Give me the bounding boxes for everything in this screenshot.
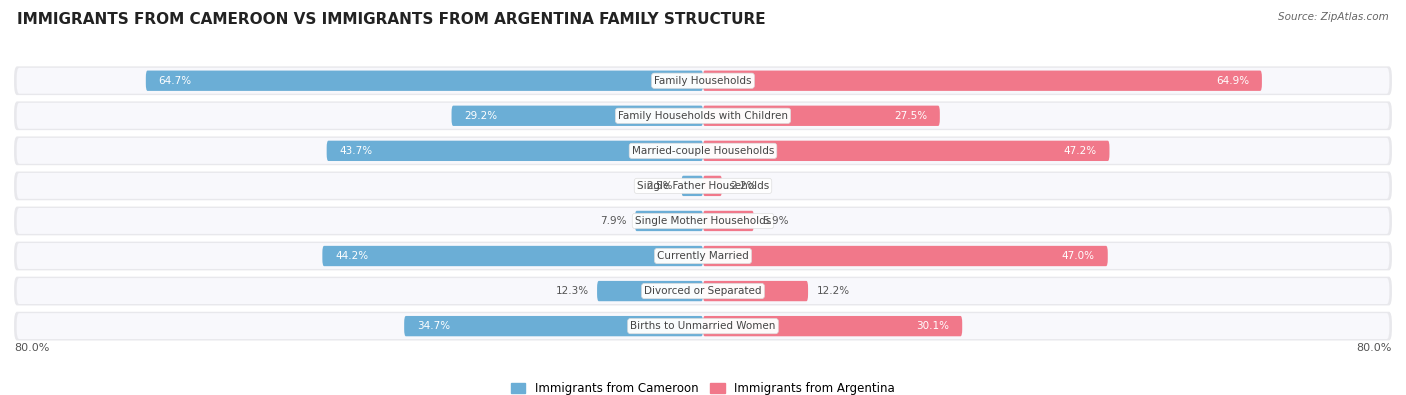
FancyBboxPatch shape <box>17 313 1389 339</box>
FancyBboxPatch shape <box>703 281 808 301</box>
FancyBboxPatch shape <box>17 103 1389 129</box>
FancyBboxPatch shape <box>146 71 703 91</box>
Text: 2.2%: 2.2% <box>731 181 756 191</box>
Text: 12.3%: 12.3% <box>555 286 589 296</box>
Text: 2.5%: 2.5% <box>647 181 673 191</box>
Text: 43.7%: 43.7% <box>340 146 373 156</box>
FancyBboxPatch shape <box>598 281 703 301</box>
FancyBboxPatch shape <box>636 211 703 231</box>
Text: 7.9%: 7.9% <box>600 216 626 226</box>
FancyBboxPatch shape <box>703 105 939 126</box>
Text: Married-couple Households: Married-couple Households <box>631 146 775 156</box>
FancyBboxPatch shape <box>17 173 1389 199</box>
FancyBboxPatch shape <box>703 246 1108 266</box>
FancyBboxPatch shape <box>17 278 1389 304</box>
FancyBboxPatch shape <box>404 316 703 336</box>
FancyBboxPatch shape <box>14 136 1392 165</box>
Text: 64.7%: 64.7% <box>159 76 191 86</box>
FancyBboxPatch shape <box>703 316 962 336</box>
Text: Births to Unmarried Women: Births to Unmarried Women <box>630 321 776 331</box>
FancyBboxPatch shape <box>14 102 1392 130</box>
FancyBboxPatch shape <box>451 105 703 126</box>
Text: 47.2%: 47.2% <box>1063 146 1097 156</box>
FancyBboxPatch shape <box>703 211 754 231</box>
FancyBboxPatch shape <box>14 171 1392 200</box>
FancyBboxPatch shape <box>326 141 703 161</box>
FancyBboxPatch shape <box>322 246 703 266</box>
Text: 44.2%: 44.2% <box>335 251 368 261</box>
Text: 27.5%: 27.5% <box>894 111 927 121</box>
FancyBboxPatch shape <box>14 207 1392 235</box>
Text: Single Mother Households: Single Mother Households <box>636 216 770 226</box>
Text: 64.9%: 64.9% <box>1216 76 1249 86</box>
Text: Currently Married: Currently Married <box>657 251 749 261</box>
Text: 30.1%: 30.1% <box>917 321 949 331</box>
Text: 5.9%: 5.9% <box>762 216 789 226</box>
FancyBboxPatch shape <box>703 176 721 196</box>
Text: Family Households with Children: Family Households with Children <box>619 111 787 121</box>
Legend: Immigrants from Cameroon, Immigrants from Argentina: Immigrants from Cameroon, Immigrants fro… <box>506 377 900 395</box>
FancyBboxPatch shape <box>17 243 1389 269</box>
FancyBboxPatch shape <box>14 312 1392 340</box>
Text: Family Households: Family Households <box>654 76 752 86</box>
Text: Divorced or Separated: Divorced or Separated <box>644 286 762 296</box>
Text: Source: ZipAtlas.com: Source: ZipAtlas.com <box>1278 12 1389 22</box>
Text: 12.2%: 12.2% <box>817 286 849 296</box>
FancyBboxPatch shape <box>703 141 1109 161</box>
Text: 47.0%: 47.0% <box>1062 251 1095 261</box>
Text: 34.7%: 34.7% <box>418 321 450 331</box>
FancyBboxPatch shape <box>14 66 1392 95</box>
Text: IMMIGRANTS FROM CAMEROON VS IMMIGRANTS FROM ARGENTINA FAMILY STRUCTURE: IMMIGRANTS FROM CAMEROON VS IMMIGRANTS F… <box>17 12 765 27</box>
FancyBboxPatch shape <box>682 176 703 196</box>
Text: 29.2%: 29.2% <box>464 111 498 121</box>
Text: 80.0%: 80.0% <box>14 343 49 353</box>
FancyBboxPatch shape <box>17 138 1389 164</box>
FancyBboxPatch shape <box>17 68 1389 94</box>
FancyBboxPatch shape <box>14 242 1392 271</box>
Text: Single Father Households: Single Father Households <box>637 181 769 191</box>
FancyBboxPatch shape <box>703 71 1263 91</box>
FancyBboxPatch shape <box>17 208 1389 234</box>
Text: 80.0%: 80.0% <box>1357 343 1392 353</box>
FancyBboxPatch shape <box>14 276 1392 305</box>
